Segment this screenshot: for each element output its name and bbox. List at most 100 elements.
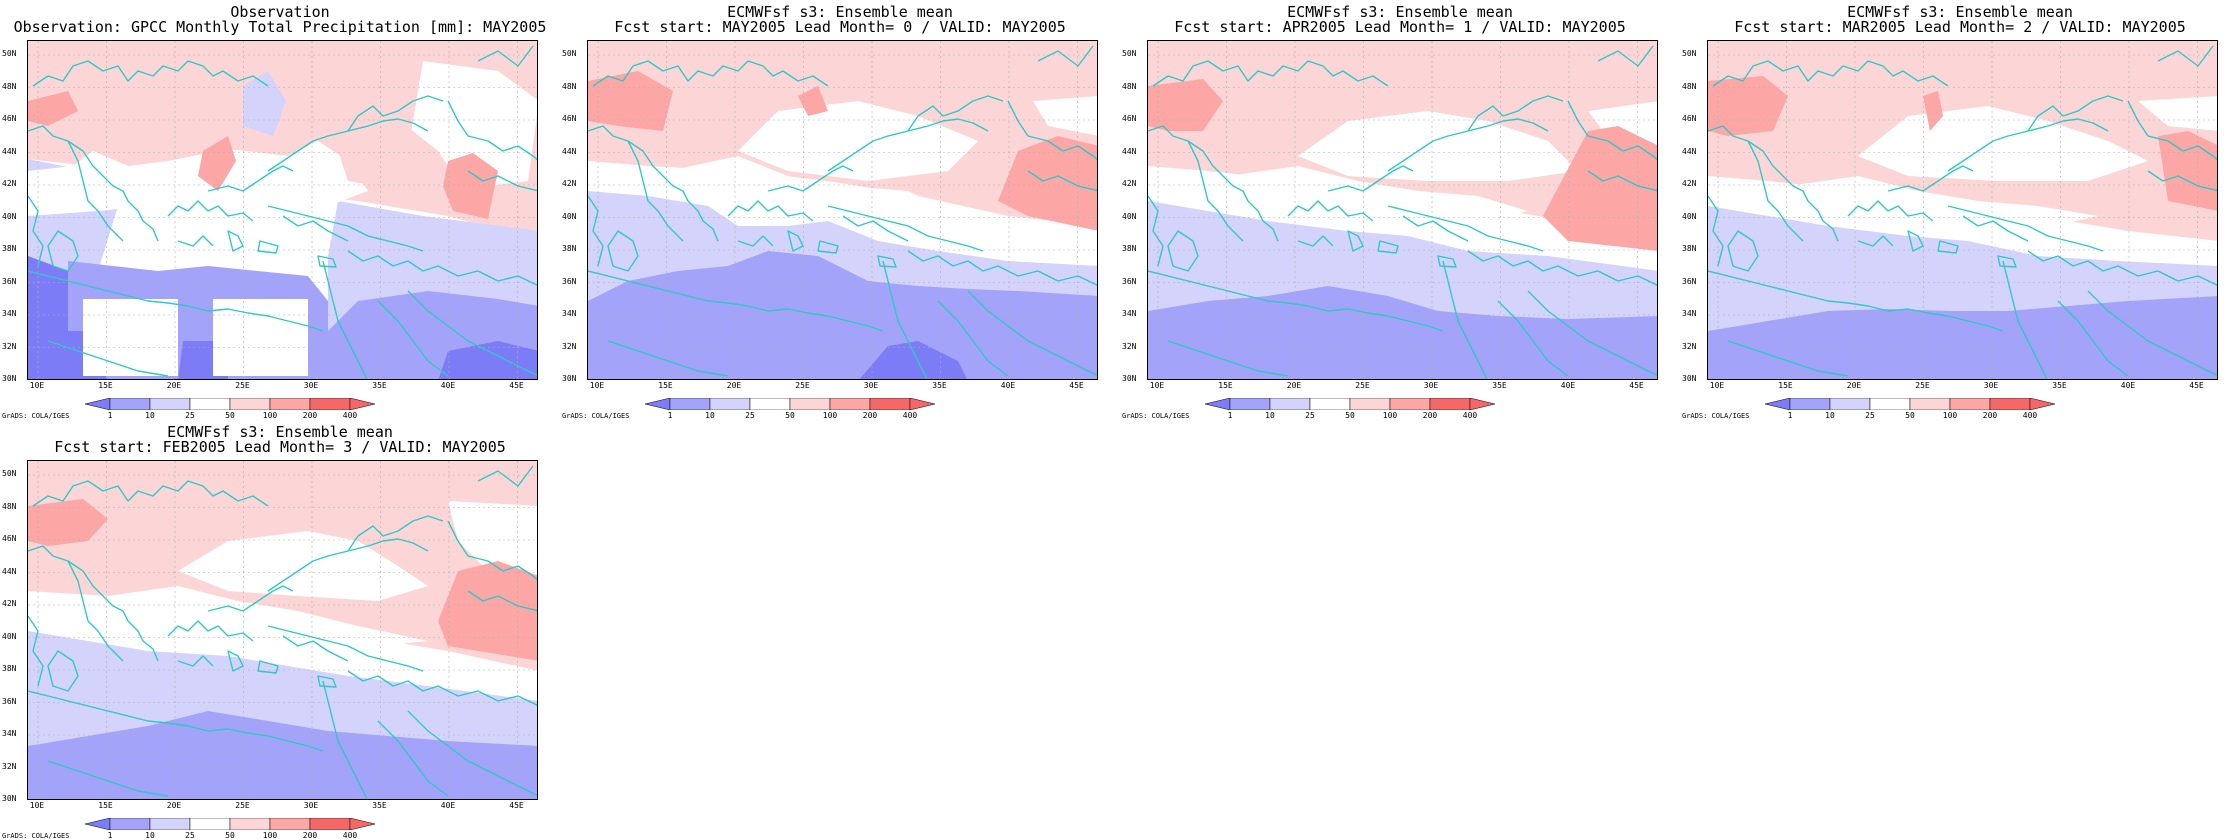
precip-region-white — [28, 586, 428, 651]
colorbar-segment — [1389, 398, 1431, 410]
coastline — [1747, 140, 1804, 242]
precip-region-red-mid — [438, 561, 537, 661]
precip-region-red-mid — [1708, 76, 1788, 136]
colorbar — [1205, 398, 1496, 410]
colorbar-arrow-low — [645, 398, 671, 410]
lat-tick-label: 44N — [562, 146, 577, 156]
coastline — [28, 545, 159, 662]
coastline — [1567, 100, 1657, 161]
coastline — [2147, 170, 2217, 192]
lat-tick-label: 46N — [2, 534, 17, 543]
colorbar-segment — [1229, 398, 1271, 410]
precip-region-red-mid — [798, 86, 828, 116]
colorbar-label: 100 — [1382, 411, 1398, 420]
coastline — [1437, 255, 1457, 268]
precip-region-blue-mid — [28, 711, 537, 799]
panel-subtitle: Fcst start: MAY2005 Lead Month= 0 / VALI… — [614, 18, 1066, 36]
coastline — [1377, 240, 1399, 254]
coastline — [1708, 125, 1839, 242]
lon-tick-label: 40E — [1000, 381, 1016, 390]
coastline — [1152, 60, 1389, 87]
lon-tick-label: 30E — [303, 801, 319, 810]
lon-tick-label: 15E — [1218, 381, 1233, 390]
lat-tick-label: 48N — [562, 81, 577, 91]
lat-tick-label: 42N — [2, 179, 17, 188]
colorbar-label: 400 — [1462, 411, 1478, 420]
coastline — [2002, 260, 2048, 379]
colorbar-segment — [229, 818, 271, 830]
colorbar-segment — [1429, 398, 1471, 410]
grads-credit: GrADS: COLA/IGES — [1682, 412, 1750, 420]
precip-region-white — [738, 101, 978, 181]
coastline — [1037, 45, 1094, 67]
coastline — [47, 230, 79, 272]
map-panel-lead3: ECMWFsf s3: Ensemble mean Fcst start: FEB… — [0, 420, 560, 840]
coastline — [227, 230, 244, 252]
coastline — [1347, 230, 1364, 252]
coastline — [282, 635, 349, 662]
lat-tick-label: 46N — [2, 114, 17, 123]
coastline — [1387, 205, 1544, 252]
grads-credit: GrADS: COLA/IGES — [2, 832, 70, 840]
coastline — [2127, 100, 2217, 161]
lon-tick-label: 10E — [589, 381, 605, 390]
panel-title: ECMWFsf s3: Ensemble mean — [1287, 3, 1513, 21]
precip-region-red-mid — [1923, 91, 1943, 131]
lat-tick-label: 46N — [1682, 114, 1697, 123]
precip-region-red-mid — [998, 136, 1097, 231]
lat-tick-label: 40N — [2, 631, 17, 641]
colorbar-label: 200 — [302, 831, 318, 840]
coastline — [167, 200, 254, 222]
lat-tick-label: 46N — [1122, 114, 1137, 123]
coastline — [67, 560, 124, 662]
colorbar-label: 50 — [225, 411, 235, 420]
colorbar-label: 25 — [745, 411, 755, 420]
colorbar-label: 25 — [185, 411, 195, 420]
coastline — [1467, 95, 1564, 132]
colorbar-label: 10 — [145, 831, 155, 840]
colorbar-segment — [1989, 398, 2031, 410]
coastline — [282, 215, 349, 242]
coastline — [1962, 215, 2029, 242]
coastline — [347, 95, 444, 132]
coastline — [227, 650, 244, 672]
lat-tick-label: 48N — [1122, 81, 1137, 91]
coastline — [28, 690, 324, 752]
lat-tick-label: 46N — [562, 114, 577, 123]
panel-title: Observation — [230, 3, 330, 21]
panel-subtitle: Fcst start: FEB2005 Lead Month= 3 / VALI… — [54, 438, 506, 456]
lon-tick-label: 10E — [1709, 381, 1725, 390]
panel-title: ECMWFsf s3: Ensemble mean — [167, 423, 393, 441]
grads-credit: GrADS: COLA/IGES — [1122, 412, 1190, 420]
panel-subtitle: Fcst start: MAR2005 Lead Month= 2 / VALI… — [1734, 18, 2186, 36]
lon-tick-label: 25E — [235, 381, 250, 390]
coastline — [1712, 60, 1949, 87]
lat-tick-label: 44N — [1122, 146, 1137, 156]
coastline — [407, 710, 537, 796]
lat-tick-label: 50N — [562, 49, 577, 58]
coastline — [1847, 200, 1934, 222]
colorbar-label: 1 — [107, 411, 113, 420]
coastline — [2087, 290, 2217, 376]
colorbar — [645, 398, 936, 410]
lat-tick-label: 42N — [1122, 179, 1137, 188]
grads-credit: GrADS: COLA/IGES — [562, 412, 630, 420]
colorbar-label: 10 — [1265, 411, 1275, 420]
coastline — [1187, 140, 1244, 242]
coastline — [447, 520, 537, 581]
coastline — [787, 230, 804, 252]
lat-tick-label: 48N — [2, 501, 17, 511]
colorbar-segment — [189, 818, 231, 830]
lat-tick-label: 38N — [562, 244, 577, 253]
coastline — [767, 165, 854, 192]
lat-tick-label: 36N — [2, 696, 17, 706]
colorbar-label: 25 — [1305, 411, 1315, 420]
coastline — [882, 260, 928, 379]
coastline — [2027, 250, 2217, 286]
map-panel-lead0: ECMWFsf s3: Ensemble mean Fcst start: MAY… — [560, 0, 1120, 420]
precip-region-red-light — [328, 111, 458, 191]
coastline — [877, 255, 897, 268]
colorbar-arrow-low — [1205, 398, 1231, 410]
lat-tick-label: 34N — [562, 309, 577, 318]
lat-tick-label: 48N — [1682, 81, 1697, 91]
